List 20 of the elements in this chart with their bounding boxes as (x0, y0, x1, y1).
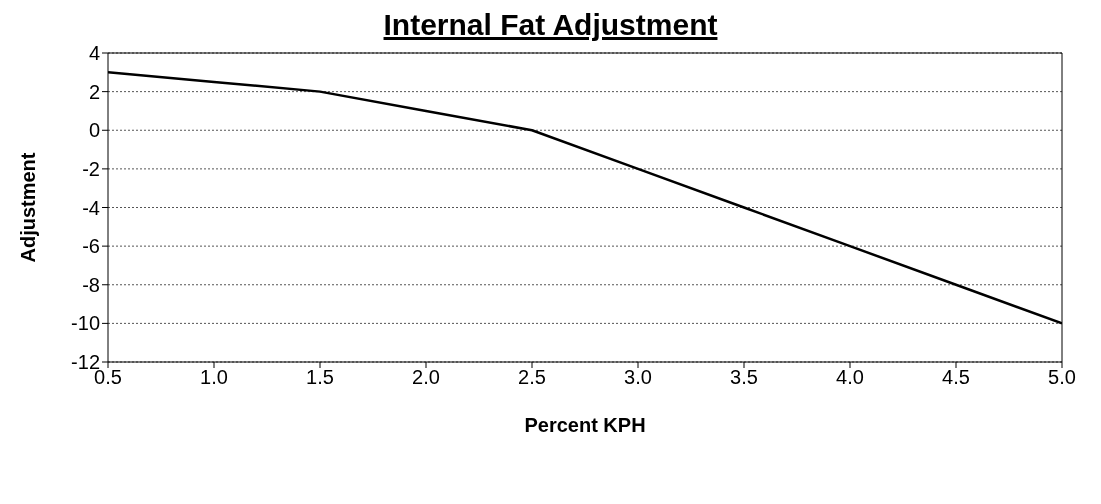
y-tick-label: 4 (88, 42, 100, 65)
y-tick-label: 2 (88, 80, 100, 103)
y-tick-label: -4 (82, 196, 100, 219)
x-axis-title: Percent KPH (524, 414, 646, 436)
x-tick-label: 3.5 (730, 366, 758, 389)
x-tick-label: 4.0 (836, 366, 864, 389)
y-tick-label: -8 (82, 273, 100, 296)
y-tick-label: 0 (88, 119, 100, 142)
chart-title: Internal Fat Adjustment (382, 8, 719, 42)
x-tick-label: 1.0 (200, 366, 228, 389)
y-tick-label: -6 (82, 235, 100, 258)
x-tick-label: 2.5 (518, 366, 546, 389)
x-tick-label: 3.0 (624, 366, 652, 389)
x-tick-label: 5.0 (1048, 366, 1076, 389)
x-tick-label: 2.0 (412, 366, 440, 389)
y-tick-label: -10 (71, 312, 100, 335)
x-tick-label: 4.5 (942, 366, 970, 389)
y-axis-title: Adjustment (17, 152, 40, 263)
x-tick-label: 1.5 (306, 366, 334, 389)
y-tick-label: -2 (82, 157, 100, 180)
